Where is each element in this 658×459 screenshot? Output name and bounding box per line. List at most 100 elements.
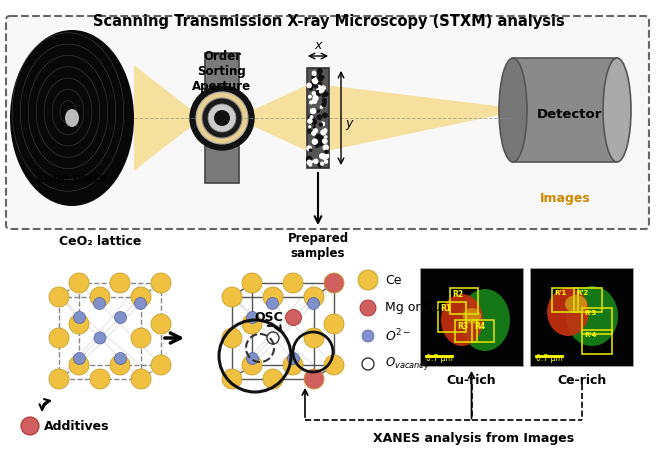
Circle shape [222, 369, 242, 389]
Circle shape [324, 92, 328, 96]
Text: Ce-rich: Ce-rich [557, 374, 606, 387]
Circle shape [322, 154, 325, 158]
Circle shape [308, 114, 315, 121]
Circle shape [315, 143, 320, 148]
Ellipse shape [65, 109, 79, 127]
Circle shape [242, 273, 262, 293]
Circle shape [283, 273, 303, 293]
Circle shape [309, 100, 313, 105]
Circle shape [313, 158, 318, 164]
Circle shape [304, 369, 324, 389]
Ellipse shape [463, 308, 481, 324]
Circle shape [322, 112, 328, 118]
Circle shape [308, 125, 311, 128]
Circle shape [360, 300, 376, 316]
Text: y: y [345, 117, 353, 129]
Circle shape [309, 82, 315, 88]
Circle shape [309, 148, 313, 152]
Circle shape [313, 125, 316, 129]
Circle shape [312, 78, 318, 84]
Bar [450, 288, 478, 314]
Circle shape [321, 85, 326, 90]
Circle shape [247, 353, 259, 364]
Bar [574, 288, 602, 312]
Bar [472, 320, 494, 342]
Ellipse shape [547, 288, 589, 336]
Circle shape [309, 163, 313, 167]
Circle shape [321, 102, 326, 107]
Polygon shape [329, 85, 513, 151]
Circle shape [196, 92, 248, 144]
Circle shape [322, 98, 327, 103]
Circle shape [315, 84, 318, 89]
Bar [420, 268, 523, 366]
Circle shape [74, 312, 86, 324]
Bar [438, 302, 466, 332]
Circle shape [190, 86, 254, 150]
Circle shape [316, 90, 320, 94]
Circle shape [312, 98, 317, 104]
Circle shape [267, 332, 279, 344]
Text: Order
Sorting
Aperture: Order Sorting Aperture [192, 50, 251, 93]
Text: x: x [315, 39, 322, 52]
Circle shape [322, 128, 328, 133]
Circle shape [308, 95, 312, 99]
Circle shape [316, 114, 322, 120]
Circle shape [322, 89, 326, 92]
Circle shape [318, 140, 324, 146]
Circle shape [114, 353, 126, 364]
Circle shape [151, 314, 171, 334]
Text: R2: R2 [452, 290, 463, 299]
Circle shape [304, 328, 324, 348]
Circle shape [319, 153, 325, 159]
Bar [205, 53, 239, 183]
Circle shape [321, 75, 324, 79]
Bar [582, 330, 612, 354]
Circle shape [307, 158, 313, 164]
Circle shape [324, 273, 344, 293]
Circle shape [323, 129, 328, 133]
Circle shape [317, 68, 322, 74]
Circle shape [21, 417, 39, 435]
Circle shape [307, 297, 320, 309]
Ellipse shape [499, 58, 527, 162]
Text: OSC: OSC [255, 311, 284, 324]
Circle shape [324, 355, 344, 375]
Circle shape [307, 118, 313, 124]
Circle shape [306, 156, 313, 162]
Circle shape [324, 314, 344, 334]
Circle shape [324, 150, 328, 154]
Circle shape [49, 369, 69, 389]
Circle shape [49, 287, 69, 307]
Circle shape [323, 128, 326, 131]
Circle shape [263, 287, 283, 307]
Circle shape [316, 85, 322, 91]
Ellipse shape [10, 30, 134, 206]
Text: Detector: Detector [536, 108, 601, 122]
Ellipse shape [460, 289, 510, 351]
Circle shape [306, 146, 312, 151]
Circle shape [283, 355, 303, 375]
Circle shape [93, 297, 105, 309]
Circle shape [307, 160, 313, 165]
Text: R'3: R'3 [584, 310, 596, 316]
Circle shape [307, 117, 311, 121]
Circle shape [316, 109, 320, 113]
Ellipse shape [565, 295, 587, 313]
Text: Prepared
samples: Prepared samples [288, 232, 349, 260]
Ellipse shape [603, 58, 631, 162]
Circle shape [314, 94, 318, 98]
Circle shape [312, 71, 316, 76]
Circle shape [311, 131, 316, 136]
Text: Scanning Transmission X-ray Microscopy (STXM) analysis: Scanning Transmission X-ray Microscopy (… [93, 14, 565, 29]
Circle shape [317, 75, 324, 81]
Text: $O_{vacancy}$: $O_{vacancy}$ [385, 356, 430, 373]
Circle shape [242, 355, 262, 375]
Text: Cu-rich: Cu-rich [447, 374, 496, 387]
Circle shape [318, 73, 322, 76]
Text: R4: R4 [474, 322, 485, 331]
Circle shape [90, 369, 110, 389]
Circle shape [322, 155, 327, 160]
Circle shape [313, 118, 316, 123]
Bar [530, 268, 633, 366]
